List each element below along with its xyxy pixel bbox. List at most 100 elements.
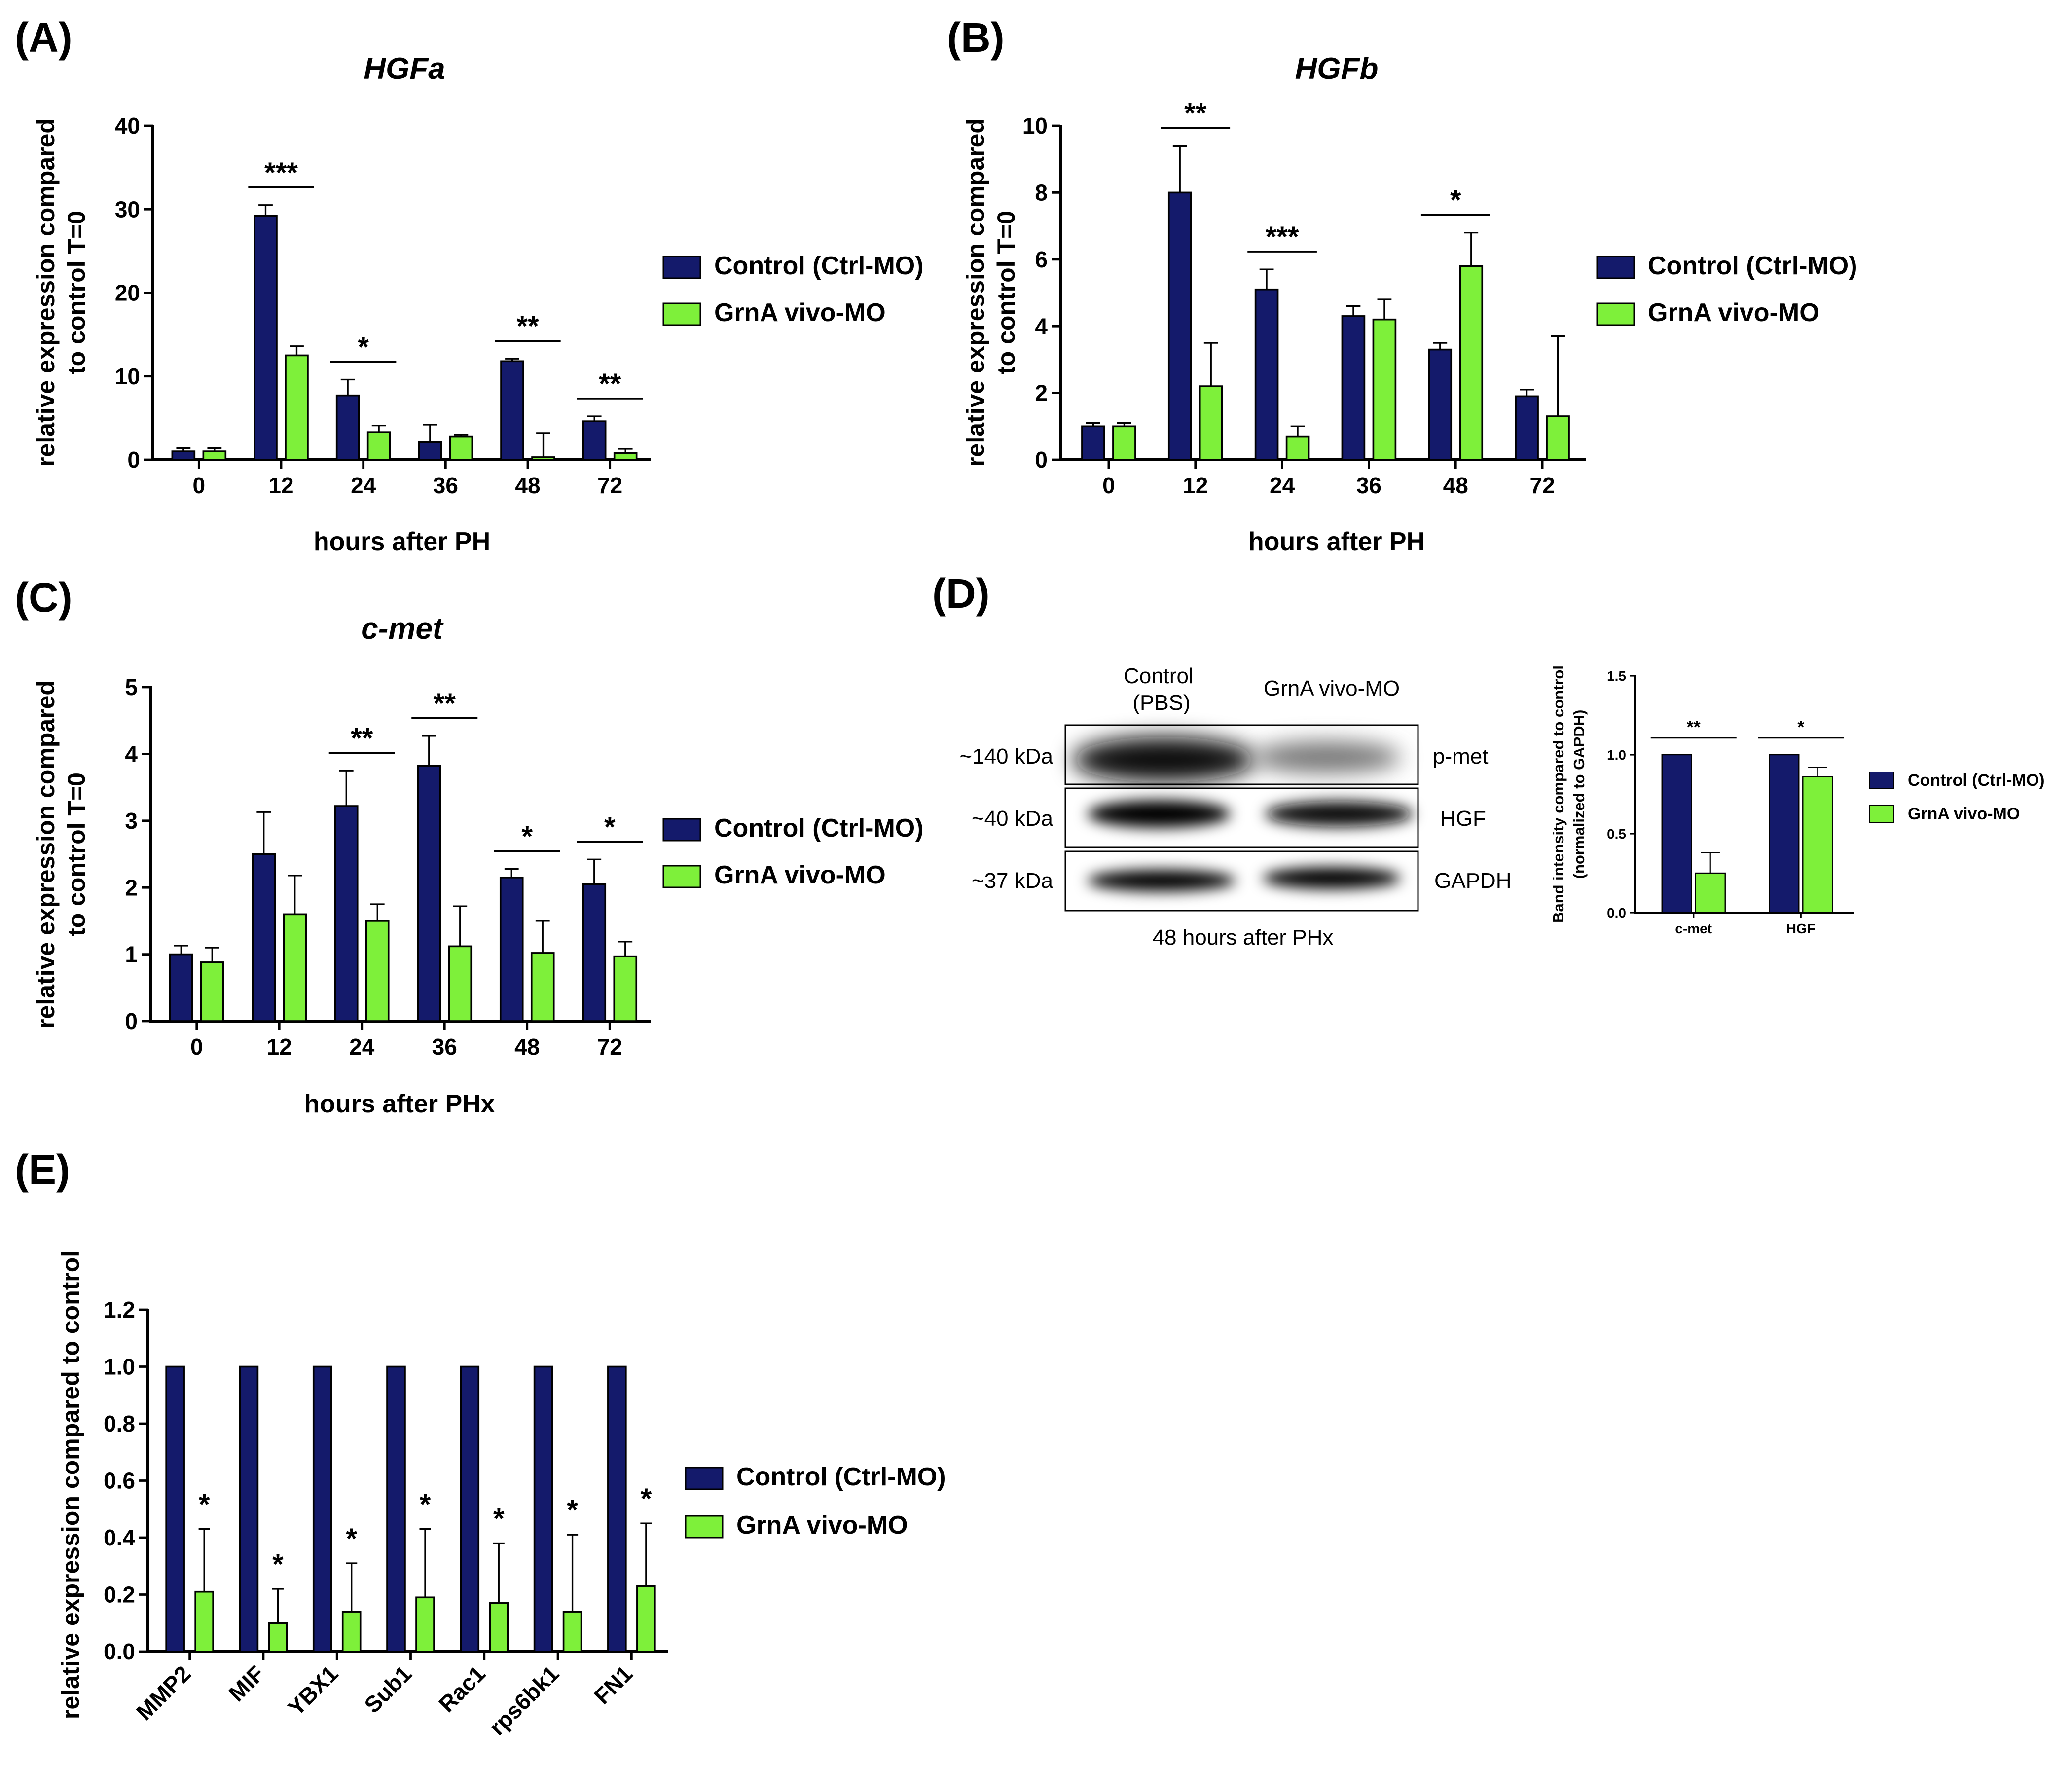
chart-e-x-tick-label-mif: MIF: [223, 1660, 269, 1706]
chart-c-x-tick-label-36: 36: [432, 1034, 457, 1060]
chart-b-title: HGFb: [1295, 52, 1379, 86]
chart-a-y-axis-label-line: to control T=0: [63, 211, 90, 374]
chart-b-x-tick-label-72: 72: [1529, 473, 1555, 498]
chart-c-y-tick-label: 0: [125, 1008, 138, 1034]
chart-c-bar-control-ctrl-mo-12: [252, 853, 276, 1022]
chart-c-bar-control-ctrl-mo-48: [499, 877, 524, 1022]
chart-b-bar-grna-vivo-mo-24: [1285, 435, 1310, 461]
western-blot: (D) Control (PBS) GrnA vivo-MO ~140 kDa …: [932, 570, 1511, 950]
chart-a-y-tick-label: 0: [127, 447, 140, 473]
chart-c-y-axis-label-line: to control T=0: [63, 772, 90, 936]
chart-e-bar-grna-vivo-mo-mif: [268, 1622, 288, 1653]
chart-a-y-axis-label: relative expression compared to control T…: [32, 118, 90, 467]
chart-a-bar-control-ctrl-mo-48: [500, 360, 524, 461]
chart-a-significance-12: ***: [264, 157, 298, 189]
chart-e-bar-control-ctrl-mo-rps6bk1: [533, 1365, 553, 1653]
chart-c-bar-control-ctrl-mo-0: [169, 953, 193, 1022]
chart-b-bar-grna-vivo-mo-36: [1372, 318, 1397, 461]
chart-e-y-axis-label-line: relative expression compared to control: [57, 1250, 84, 1719]
chart-e-bar-control-ctrl-mo-mmp2: [165, 1365, 185, 1653]
chart-b-y-tick-label: 4: [1035, 313, 1048, 339]
chart-b-bar-grna-vivo-mo-0: [1112, 425, 1136, 461]
blot-band-hgf-grna: [1265, 801, 1413, 827]
chart-e-y-tick-label: 1.0: [104, 1354, 135, 1380]
blot-band-gapdh-grna: [1263, 867, 1401, 889]
chart-a-bar-control-ctrl-mo-12: [254, 215, 278, 461]
blot-protein-hgf: HGF: [1440, 807, 1486, 831]
chart-e-legend-swatch-control-ctrl-mo: [685, 1467, 724, 1490]
chart-e-x-tick-label-mmp2: MMP2: [131, 1660, 196, 1725]
chart-e-significance-mmp2: *: [199, 1489, 210, 1521]
chart-b-y-tick-label: 8: [1035, 180, 1048, 206]
chart-b-bar-control-ctrl-mo-72: [1515, 395, 1539, 461]
chart-c-legend-label-grna-vivo-mo: GrnA vivo-MO: [714, 861, 886, 889]
chart-b-bar-control-ctrl-mo-36: [1341, 315, 1366, 461]
chart-e-y-tick-label: 0.6: [104, 1468, 135, 1494]
chart-e-legend-label-grna-vivo-mo: GrnA vivo-MO: [736, 1511, 908, 1540]
chart-d-significance-c-met: **: [1687, 717, 1701, 737]
chart-b-x-tick-label-24: 24: [1270, 473, 1295, 498]
chart-b-bar-control-ctrl-mo-48: [1428, 348, 1453, 461]
chart-c-panel-label: (C): [15, 574, 73, 621]
chart-a-panel-label: (A): [15, 14, 73, 61]
chart-c-x-tick-label-48: 48: [514, 1034, 540, 1060]
chart-c-y-axis-label-line: relative expression compared: [32, 680, 60, 1029]
chart-e-significance-sub1: *: [420, 1489, 431, 1521]
chart-c-bar-grna-vivo-mo-12: [283, 913, 307, 1022]
chart-e-significance-fn1: *: [641, 1483, 652, 1515]
chart-a-y-tick-label: 30: [115, 196, 140, 222]
chart-c-x-tick-label-0: 0: [190, 1034, 203, 1060]
chart-d-legend-label-grna-vivo-mo: GrnA vivo-MO: [1908, 805, 2020, 823]
chart-e-legend-label-control-ctrl-mo: Control (Ctrl-MO): [736, 1463, 946, 1491]
chart-a-bar-control-ctrl-mo-24: [335, 394, 360, 461]
blot-kda-gapdh: ~37 kDa: [972, 869, 1054, 893]
chart-a-x-axis-label: hours after PH: [314, 527, 490, 556]
chart-c-significance-36: **: [434, 688, 456, 720]
chart-c-y-tick-label: 1: [125, 942, 138, 967]
chart-e-bar-grna-vivo-mo-rps6bk1: [562, 1611, 582, 1653]
chart-panel-e: (E) 0.0 0.2 0.4 0.6 0.8 1.0 1.2 relative express…: [15, 1146, 946, 1740]
chart-c-bar-grna-vivo-mo-48: [530, 952, 555, 1022]
chart-e-x-tick-label-rac1: Rac1: [434, 1660, 490, 1717]
chart-a-bar-grna-vivo-mo-36: [449, 435, 473, 461]
chart-a-significance-24: *: [358, 331, 369, 364]
chart-a-x-tick-label-0: 0: [193, 473, 206, 498]
chart-b-bar-control-ctrl-mo-12: [1167, 191, 1192, 461]
chart-c-x-tick-label-72: 72: [597, 1034, 622, 1060]
chart-b-bar-grna-vivo-mo-72: [1546, 415, 1570, 461]
blot-band-gapdh-control: [1088, 870, 1236, 891]
chart-b-y-axis-label-line: to control T=0: [992, 211, 1020, 374]
chart-a-y-tick-label: 10: [115, 364, 140, 389]
chart-a-x-tick-label-36: 36: [433, 473, 458, 498]
chart-d-bar-control-ctrl-mo-hgf: [1769, 754, 1800, 914]
chart-a-x-tick-label-12: 12: [268, 473, 293, 498]
blot-lane-label-control-line1: Control: [1124, 664, 1194, 688]
blot-band-hgf-control: [1088, 800, 1231, 828]
chart-e-y-tick-label: 0.0: [104, 1639, 135, 1664]
chart-d-y-tick-label: 0.0: [1607, 905, 1626, 920]
blot-lane-label-grna: GrnA vivo-MO: [1264, 676, 1400, 700]
chart-a-legend-label-control-ctrl-mo: Control (Ctrl-MO): [714, 252, 924, 280]
chart-a-title: HGFa: [364, 52, 445, 86]
chart-c-bar-grna-vivo-mo-36: [448, 945, 473, 1022]
chart-e-y-tick-label: 0.2: [104, 1582, 135, 1608]
chart-b-x-axis-label: hours after PH: [1248, 527, 1425, 556]
chart-b-y-tick-label: 10: [1022, 113, 1048, 139]
chart-a-bar-grna-vivo-mo-0: [202, 450, 227, 461]
chart-e-bar-grna-vivo-mo-rac1: [489, 1602, 509, 1653]
chart-c-significance-72: *: [604, 811, 616, 843]
chart-e-y-tick-label: 0.4: [104, 1525, 135, 1550]
chart-b-panel-label: (B): [947, 14, 1005, 61]
blot-caption: 48 hours after PHx: [1153, 925, 1334, 950]
chart-a-legend-swatch-grna-vivo-mo: [662, 302, 701, 326]
chart-b-y-axis-label-line: relative expression compared: [962, 118, 989, 467]
chart-a-bar-grna-vivo-mo-24: [366, 431, 391, 461]
chart-c-title: c-met: [361, 612, 444, 646]
chart-a-significance-72: **: [599, 368, 621, 400]
chart-panel-a: (A) HGFa 0 10 20 30 40 relative expression comp…: [15, 14, 924, 556]
chart-c-x-tick-label-24: 24: [349, 1034, 375, 1060]
chart-a-x-tick-label-24: 24: [351, 473, 376, 498]
chart-e-bar-control-ctrl-mo-ybx1: [312, 1365, 332, 1653]
chart-e-bar-grna-vivo-mo-mmp2: [194, 1590, 214, 1653]
chart-b-bar-control-ctrl-mo-24: [1254, 288, 1279, 461]
